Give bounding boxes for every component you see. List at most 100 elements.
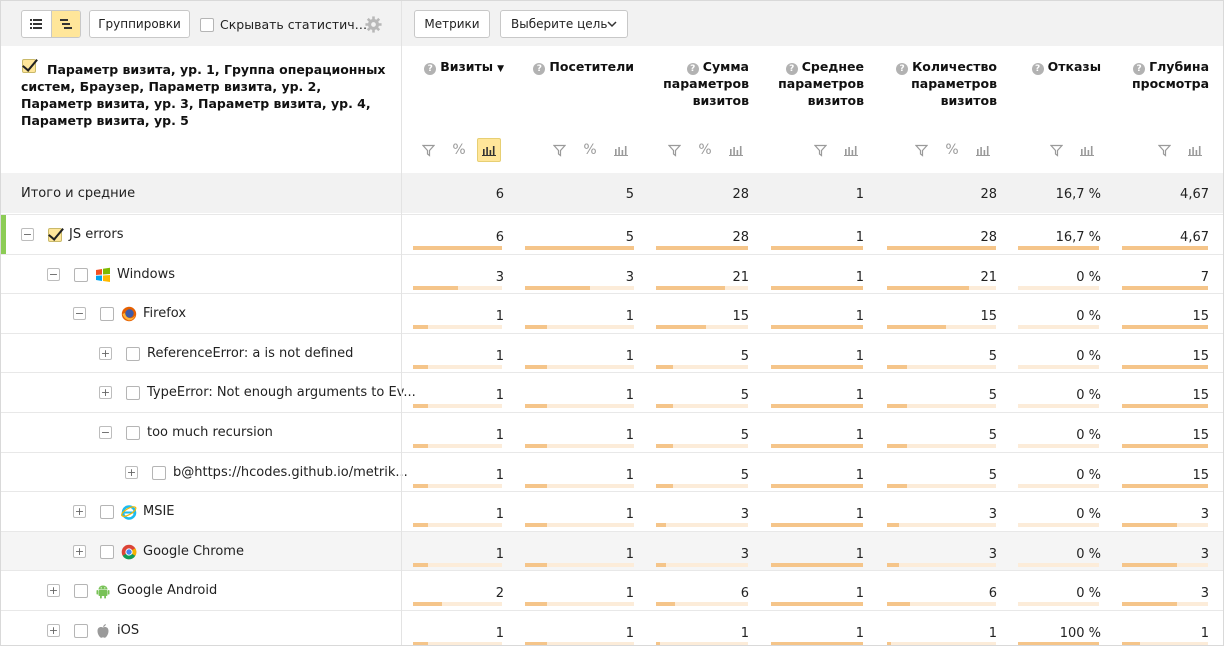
sort-desc-icon[interactable]: ▼: [497, 64, 504, 74]
collapse-icon[interactable]: −: [47, 268, 60, 281]
table-row[interactable]: + iOS 1 1 1 1 1 100 % 1: [1, 610, 1223, 645]
percent-icon[interactable]: %: [945, 142, 959, 158]
table-row[interactable]: + Google Android 2 1 6 1 6 0 % 3: [1, 570, 1223, 610]
collapse-icon[interactable]: −: [73, 307, 86, 320]
row-checkbox[interactable]: [152, 465, 166, 480]
filter-icon[interactable]: [547, 138, 571, 162]
row-label[interactable]: ReferenceError: a is not defined: [147, 346, 354, 361]
dimension-header-checkbox[interactable]: [22, 59, 36, 73]
column-header-text: параметров: [911, 76, 997, 91]
row-label[interactable]: Windows: [117, 267, 176, 282]
hide-stats-toggle[interactable]: Скрывать статистич…: [200, 17, 367, 32]
value-bar-fill: [656, 484, 673, 488]
filter-icon[interactable]: [1044, 138, 1068, 162]
row-label[interactable]: TypeError: Not enough arguments to Ev...: [147, 385, 416, 400]
value-bar: [656, 602, 748, 606]
help-icon[interactable]: ?: [1031, 63, 1044, 75]
cell-value-count_params: 15: [980, 309, 997, 324]
table-row[interactable]: − JS errors 6 5 28 1 28 16,7 % 4,67: [1, 214, 1223, 254]
table-row[interactable]: − Firefox 1 1 15 1 15 0 % 15: [1, 293, 1223, 333]
row-checkbox[interactable]: [74, 623, 88, 638]
bar-chart-icon[interactable]: [724, 138, 748, 162]
row-checkbox[interactable]: [126, 385, 140, 400]
column-header-count_params[interactable]: ? Количество параметров визитов: [887, 58, 997, 109]
collapse-icon[interactable]: −: [21, 228, 34, 241]
expand-icon[interactable]: +: [47, 584, 60, 597]
filter-icon[interactable]: [909, 138, 933, 162]
row-checkbox[interactable]: [100, 306, 114, 321]
expand-icon[interactable]: +: [47, 624, 60, 637]
filter-icon[interactable]: [662, 138, 686, 162]
expand-icon[interactable]: +: [99, 386, 112, 399]
row-checkbox[interactable]: [74, 583, 88, 598]
row-label[interactable]: too much recursion: [147, 425, 273, 440]
metrics-button[interactable]: Метрики: [414, 10, 490, 38]
value-bar-fill: [656, 523, 666, 527]
percent-icon[interactable]: %: [583, 142, 597, 158]
row-label[interactable]: iOS: [117, 623, 140, 638]
percent-icon[interactable]: %: [698, 142, 712, 158]
column-header-avg_params[interactable]: ? Среднее параметров визитов: [772, 58, 864, 109]
expand-icon[interactable]: +: [73, 545, 86, 558]
row-checkbox[interactable]: [100, 544, 114, 559]
row-checkbox[interactable]: [126, 425, 140, 440]
column-header-line: параметров: [772, 75, 864, 92]
row-checkbox[interactable]: [74, 267, 88, 282]
column-header-visitors[interactable]: ? Посетители: [524, 58, 634, 75]
value-bar: [887, 246, 996, 250]
list-view-button[interactable]: [22, 11, 51, 37]
row-checkbox[interactable]: [48, 227, 62, 242]
table-row[interactable]: + TypeError: Not enough arguments to Ev..…: [1, 372, 1223, 412]
dimension-header: Параметр визита, ур. 1, Группа операцион…: [1, 46, 401, 173]
bar-chart-icon[interactable]: [1075, 138, 1099, 162]
column-header-visits[interactable]: ? Визиты ▼: [404, 58, 504, 78]
row-label[interactable]: Google Chrome: [143, 544, 244, 559]
row-label[interactable]: Google Android: [117, 583, 218, 598]
tree-view-button[interactable]: [50, 11, 80, 37]
collapse-icon[interactable]: −: [99, 426, 112, 439]
bar-chart-icon[interactable]: [609, 138, 633, 162]
table-row[interactable]: − Windows 3 3 21 1 21 0 % 7: [1, 254, 1223, 294]
bar-chart-icon[interactable]: [839, 138, 863, 162]
help-icon[interactable]: ?: [1133, 63, 1146, 75]
table-row[interactable]: − too much recursion 1 1 5 1 5 0 % 15: [1, 412, 1223, 452]
row-label[interactable]: MSIE: [143, 504, 175, 519]
table-row[interactable]: + ReferenceError: a is not defined 1 1 5 1 5 0 …: [1, 333, 1223, 373]
column-header-bounces[interactable]: ? Отказы: [1021, 58, 1101, 75]
help-icon[interactable]: ?: [686, 63, 699, 75]
table-row[interactable]: + Google Chrome 1 1 3 1 3 0 % 3: [1, 531, 1223, 571]
row-checkbox[interactable]: [100, 504, 114, 519]
row-label[interactable]: Firefox: [143, 306, 187, 321]
hide-stats-checkbox[interactable]: [200, 17, 214, 32]
groupings-button[interactable]: Группировки: [89, 10, 190, 38]
row-label[interactable]: b@https://hcodes.github.io/metrik...: [173, 465, 408, 480]
column-header-depth[interactable]: ? Глубина просмотра: [1117, 58, 1209, 92]
goal-select[interactable]: Выберите цель: [500, 10, 628, 38]
table-row[interactable]: + b@https://hcodes.github.io/metrik... 1 1 5…: [1, 452, 1223, 492]
percent-icon[interactable]: %: [452, 142, 466, 158]
bar-chart-icon[interactable]: [971, 138, 995, 162]
expand-icon[interactable]: +: [73, 505, 86, 518]
table-row[interactable]: + MSIE 1 1 3 1 3 0 % 3: [1, 491, 1223, 531]
help-icon[interactable]: ?: [424, 63, 437, 75]
help-icon[interactable]: ?: [896, 63, 909, 75]
settings-gear-icon[interactable]: [365, 16, 382, 33]
filter-icon[interactable]: [416, 138, 440, 162]
help-icon[interactable]: ?: [785, 63, 798, 75]
filter-icon[interactable]: [808, 138, 832, 162]
cell-value-visits: 1: [495, 388, 504, 403]
value-bar: [656, 563, 748, 567]
help-icon[interactable]: ?: [533, 63, 546, 75]
column-header-sum_params[interactable]: ? Сумма параметров визитов: [657, 58, 749, 109]
view-mode-switch[interactable]: [21, 10, 81, 38]
row-checkbox[interactable]: [126, 346, 140, 361]
expand-icon[interactable]: +: [99, 347, 112, 360]
expand-icon[interactable]: +: [125, 466, 138, 479]
row-label[interactable]: JS errors: [69, 227, 124, 242]
value-bar-fill: [1122, 563, 1177, 567]
cell-value-visitors: 3: [625, 270, 634, 285]
bar-chart-icon[interactable]: [1183, 138, 1207, 162]
bar-chart-icon[interactable]: [477, 138, 501, 162]
value-bar: [771, 246, 863, 250]
filter-icon[interactable]: [1152, 138, 1176, 162]
